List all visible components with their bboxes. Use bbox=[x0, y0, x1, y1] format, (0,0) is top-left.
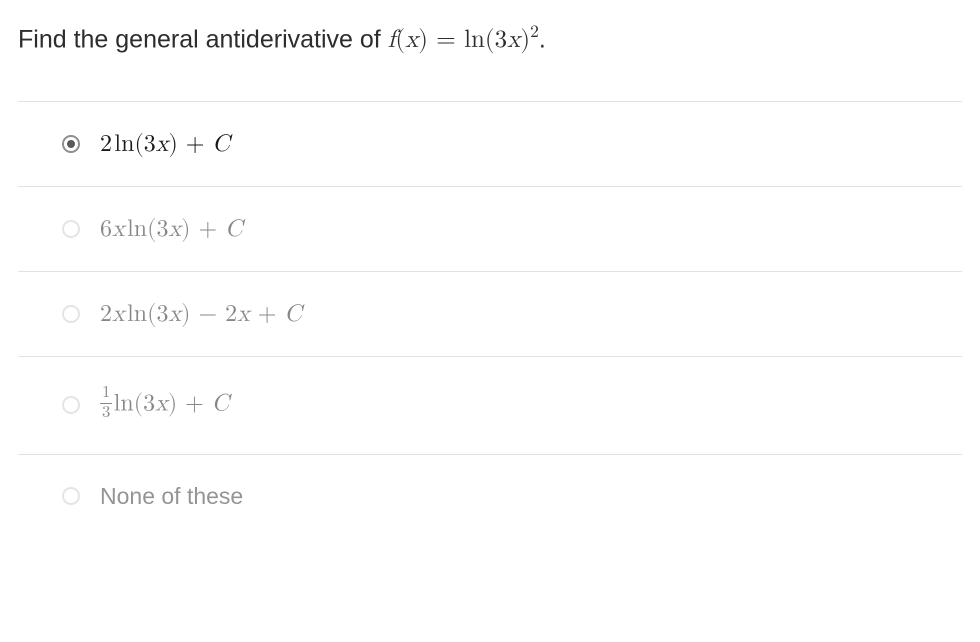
plus: + bbox=[178, 132, 213, 156]
math-ln: ln bbox=[464, 27, 485, 52]
option-row[interactable]: 1 3 ln(3x) + C bbox=[18, 357, 962, 455]
radio-button[interactable] bbox=[62, 305, 80, 323]
two2: 2 bbox=[225, 302, 237, 326]
x: x bbox=[156, 132, 169, 156]
math-exp: 2 bbox=[530, 24, 539, 41]
question-text: Find the general antiderivative of f(x) … bbox=[18, 22, 962, 57]
question-prefix: Find the general antiderivative of bbox=[18, 25, 388, 53]
option-label: 2 ln(3x) + C bbox=[100, 132, 230, 156]
close: ) bbox=[168, 392, 177, 416]
close: ) bbox=[168, 132, 177, 156]
math-close: ) bbox=[418, 27, 428, 52]
fraction: 1 3 bbox=[100, 385, 112, 422]
coef: 6 bbox=[100, 217, 112, 241]
C: C bbox=[212, 132, 229, 156]
C: C bbox=[284, 302, 301, 326]
math-x: x bbox=[405, 27, 418, 52]
three: 3 bbox=[144, 132, 156, 156]
three: 3 bbox=[143, 392, 155, 416]
radio-button[interactable] bbox=[62, 396, 80, 414]
math-x2: x bbox=[507, 27, 520, 52]
close: ) bbox=[181, 302, 190, 326]
math-open2: ( bbox=[485, 27, 495, 52]
option-label: 6x ln(3x) + C bbox=[100, 217, 242, 241]
x: x bbox=[168, 302, 181, 326]
C: C bbox=[225, 217, 242, 241]
option-row[interactable]: 6x ln(3x) + C bbox=[18, 187, 962, 272]
C: C bbox=[212, 392, 229, 416]
open: ( bbox=[134, 392, 143, 416]
option-label: 1 3 ln(3x) + C bbox=[100, 387, 229, 424]
option-row[interactable]: None of these bbox=[18, 455, 962, 538]
ln: ln bbox=[114, 392, 134, 416]
radio-button[interactable] bbox=[62, 220, 80, 238]
radio-button[interactable] bbox=[62, 135, 80, 153]
question-math: f(x) = ln(3x)2 bbox=[388, 27, 539, 52]
ln: ln bbox=[114, 132, 134, 156]
option-row[interactable]: 2 ln(3x) + C bbox=[18, 102, 962, 187]
three: 3 bbox=[156, 217, 168, 241]
plus: + bbox=[177, 392, 212, 416]
minus: − bbox=[191, 302, 226, 326]
plus: + bbox=[191, 217, 226, 241]
frac-den: 3 bbox=[100, 404, 112, 422]
x2: x bbox=[237, 302, 250, 326]
xcoef: x bbox=[112, 302, 125, 326]
math-three: 3 bbox=[495, 27, 508, 52]
x: x bbox=[155, 392, 168, 416]
frac-num: 1 bbox=[100, 385, 112, 404]
options-list: 2 ln(3x) + C 6x ln(3x) + C 2x ln(3x) − 2… bbox=[18, 101, 962, 538]
math-open: ( bbox=[395, 27, 405, 52]
question-dot: . bbox=[539, 25, 546, 53]
option-label: 2x ln(3x) − 2x + C bbox=[100, 302, 302, 326]
coef: 2 bbox=[100, 302, 112, 326]
xcoef: x bbox=[112, 217, 125, 241]
plus: + bbox=[250, 302, 285, 326]
radio-button[interactable] bbox=[62, 487, 80, 505]
math-eq: = bbox=[428, 27, 464, 52]
ln: ln bbox=[127, 302, 147, 326]
open: ( bbox=[134, 132, 143, 156]
coef: 2 bbox=[100, 132, 112, 156]
option-row[interactable]: 2x ln(3x) − 2x + C bbox=[18, 272, 962, 357]
option-label: None of these bbox=[100, 485, 243, 508]
quiz-container: Find the general antiderivative of f(x) … bbox=[0, 0, 980, 538]
ln: ln bbox=[127, 217, 147, 241]
three: 3 bbox=[156, 302, 168, 326]
close: ) bbox=[181, 217, 190, 241]
math-close2: ) bbox=[520, 27, 530, 52]
x: x bbox=[168, 217, 181, 241]
